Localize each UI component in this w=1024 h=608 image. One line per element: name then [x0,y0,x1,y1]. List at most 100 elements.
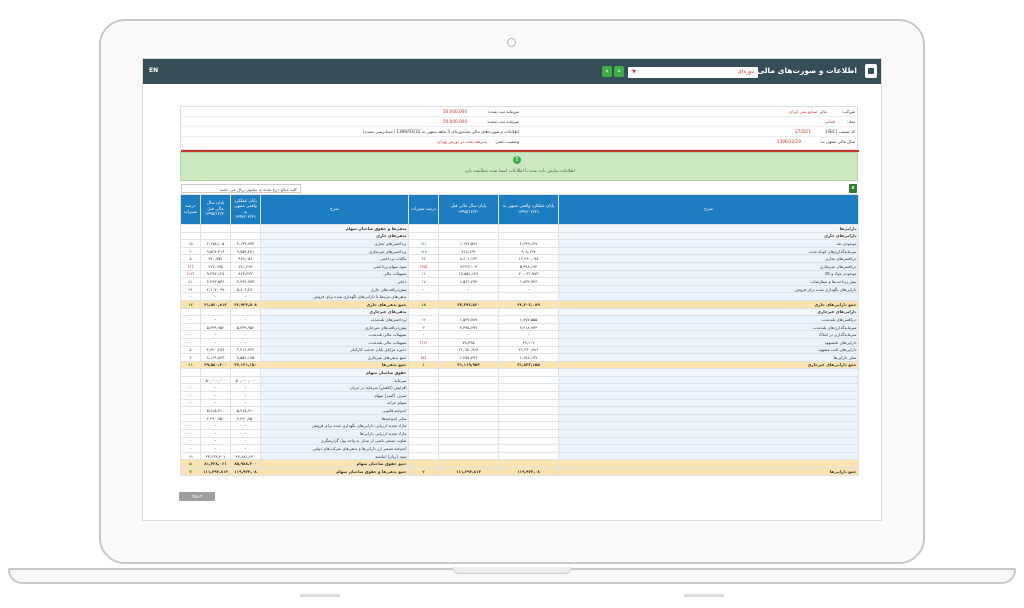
excel-export-icon[interactable]: x [849,184,857,193]
row-value: - [180,398,201,408]
row-value: - [408,330,439,339]
laptop-foot [684,594,724,597]
prev-arrow-icon[interactable]: ‹ [602,66,612,77]
row-value [498,413,559,423]
row-label [558,391,859,400]
table-row: ۷ ۱۱۱,۴۹۲,۸۱۳ ۱۱۹,۹۳۴,۰۸ جمع بدهی‌ها و حقوق… [180,467,859,476]
period-select[interactable]: دوره‌ای ▼ [628,67,758,78]
row-label: صرف (کسر) سهام [260,391,409,400]
row-value: ۲۷,۸۸۱,۶۴۰ [230,451,261,461]
row-value: - [200,421,231,431]
row-value: ۲,۱۳۷,۷۷۳ [230,239,261,248]
row-value: ۵ [180,254,201,263]
row-label: اندوخته تسعیر ارز دارایی‌ها و بدهی‌های ش… [260,444,409,453]
row-value: ۴,۱۰۷,۰۹۷ [200,284,231,294]
row-label: مازاد تجدید ارزیابی دارایی‌های نگهداری ش… [260,421,409,431]
row-value: - [200,337,231,347]
row-value [408,444,439,453]
col-header: پایان سال مالی قبل ۱۳۹۵/۱۲/۳۰ [200,194,231,225]
row-label: جمع دارایی‌های جاری [558,299,859,309]
row-value: ۸۲۳,۴۷۳ [230,269,261,279]
row-value: ۲۲,۹۳۴,۵۰۸ [230,299,261,309]
row-value: - [230,315,261,324]
row-label: جمع بدهی‌ها [260,360,409,370]
row-label: تفاوت تسعیر ناشی از تبدیل به واحد پول گز… [260,436,409,446]
row-value: ۲۲۱,۲۷۹ [230,261,261,271]
company-label: شرکت: [841,109,855,114]
row-value [438,406,499,415]
row-value: ۸,۵۵۶,۱۷۵ [230,353,261,362]
row-label: مازاد تجدید ارزیابی دارایی‌ها [260,429,409,438]
row-value [408,231,439,241]
row-label: بدهی‌های جاری [260,231,409,241]
unit-note-field[interactable]: کلیه مبالغ درج شده به میلیون ریال می باش… [181,184,301,193]
row-value: ۱۸۹ [408,246,439,256]
row-value: ۰ [180,413,201,423]
table-row: حقوق صاحبان سهام [180,368,859,377]
table-row: ۱۲ ۲۱,۵۶۰,۸۱۲ ۲۲,۹۳۴,۵۰۸ جمع بدهی‌های جاری ۱… [180,299,859,309]
row-value [498,224,559,233]
reg-capital-label: سرمایه ثبت شده: [487,109,519,114]
row-value: (۳۵) [408,261,439,271]
table-row: - - - تفاوت تسعیر ناشی از تبدیل به واحد پول… [180,436,859,446]
row-value: - [230,436,261,446]
company-value: مالی صنایع نمی ایران [789,109,827,114]
row-label [558,383,859,393]
next-arrow-icon[interactable]: › [614,66,624,77]
isic-value: 272011 [795,129,811,134]
row-value: ۱۲ [408,315,439,324]
row-value: - [180,337,201,347]
row-value [498,307,559,317]
row-label: دارایی‌های نگهداری شده برای فروش [558,284,859,294]
row-value [408,368,439,377]
table-row: - - - مازاد تجدید ارزیابی دارایی‌ها [180,429,859,438]
row-value: ۲,۱۷۵,۱۰۵ [200,239,231,248]
row-value [180,231,201,241]
row-value: ۱۷ [408,277,439,286]
row-value: ۱,۸۳۲,۹۳۶ [498,277,559,286]
row-value [200,224,231,233]
row-value: ۴,۲۹۲,۷۷۳ [230,277,261,286]
row-value [438,413,499,423]
row-value [438,292,499,301]
row-value: ۱۲,۲۹۰,۰۹۸ [498,254,559,263]
row-value: ۹,۵۲۷,۳۱۹ [200,246,231,256]
row-label: جمع بدهی‌های غیرجاری [260,353,409,362]
row-label: بدهی‌ها و حقوق صاحبان سهام [260,224,409,233]
row-value: - [180,436,201,446]
row-value [498,444,559,453]
row-value [180,224,201,233]
row-value [408,292,439,301]
camera-icon [507,38,516,47]
exit-button[interactable]: خروج [179,492,215,501]
row-value: ۹۶۸,۰۵۶ [230,254,261,263]
table-toolbar: کلیه مبالغ درج شده به میلیون ریال می باش… [180,183,858,194]
row-value: ۲,۲۹۰,۹۵۰ [230,413,261,423]
row-label: دارایی‌های نامشهود [558,337,859,347]
row-value [498,231,559,241]
row-value: - [498,330,559,339]
row-value [438,383,499,393]
report-content: شرکت: مالی صنایع نمی ایران سرمایه ثبت شد… [180,106,859,476]
laptop-foot [300,594,340,597]
row-label: سایر اندوخته‌ها [260,413,409,423]
col-header: پایان عملکرد واقعی منتهی به ۱۳۹۶/۰۳/۳۱ [498,194,559,225]
language-toggle[interactable]: EN [149,67,159,74]
row-label [558,406,859,415]
row-label: اندوخته قانونی [260,406,409,415]
row-label: ذخایر [260,277,409,286]
table-row: ۳ ۸,۱۱۹,۸۲۳ ۸,۵۵۶,۱۷۵ جمع بدهی‌های غیرجاری(… [180,353,859,362]
row-label [558,429,859,438]
status-value: پذیرفته شده در بورس تهران [437,139,487,144]
table-row: - - - مازاد تجدید ارزیابی دارایی‌های نگهدار… [180,421,859,431]
table-header-row: درصد تغییرات پایان سال مالی قبل ۱۳۹۵/۱۲/… [180,194,859,225]
row-label: دارایی‌های جاری [558,231,859,241]
row-value: ۸۵,۹۸۸,۳۰۰ [230,459,261,468]
status-label: وضعیت ناشر: [495,139,519,144]
row-value: ۱۱۹,۹۳۴,۰۸ [498,467,559,476]
row-value: - [180,330,201,339]
row-label: بدهی‌های غیرجاری [260,307,409,317]
row-label: سرمایه [260,375,409,385]
table-row: - - - افزایش (کاهش) سرمایه در جریان [180,383,859,393]
row-label: افزایش (کاهش) سرمایه در جریان [260,383,409,393]
